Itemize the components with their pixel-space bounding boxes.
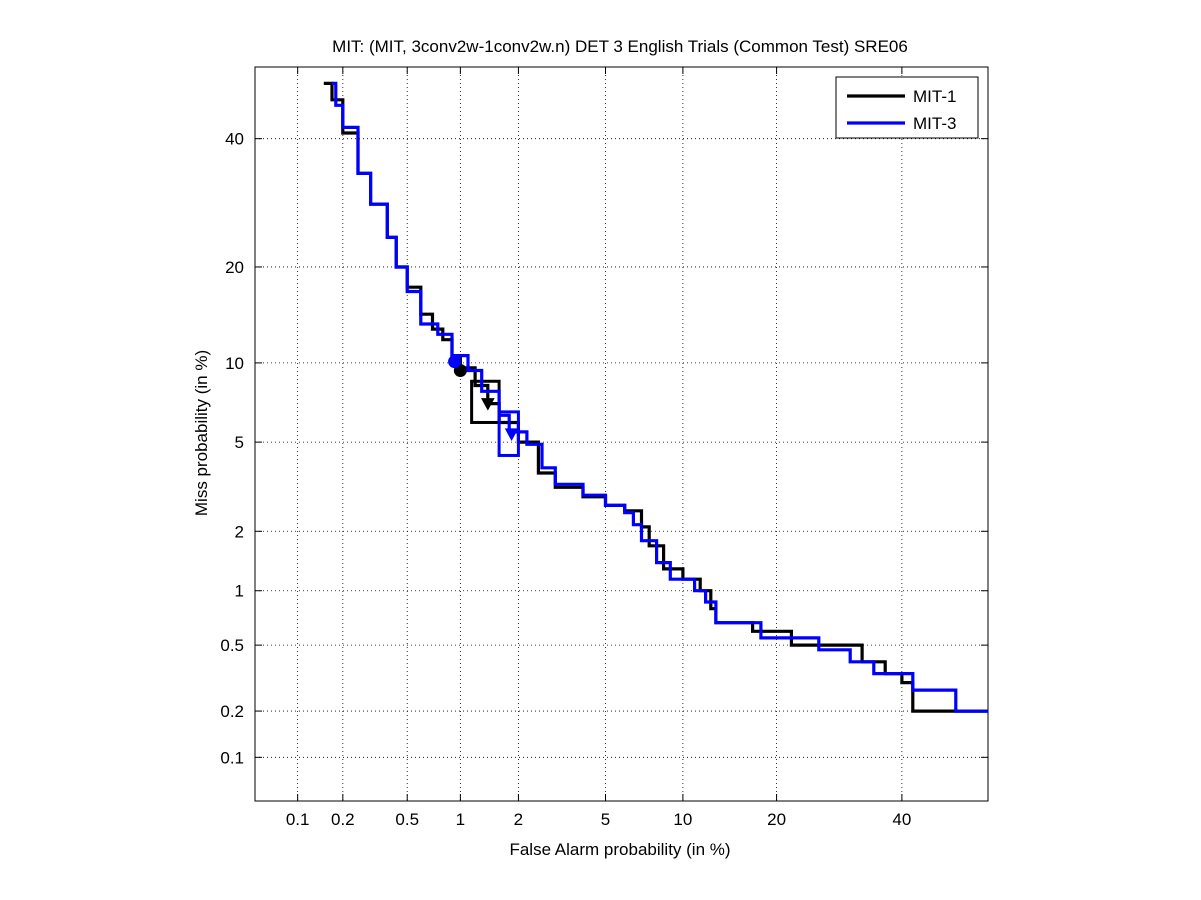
y-tick-label: 20 bbox=[225, 258, 244, 277]
y-tick-label: 0.5 bbox=[220, 636, 244, 655]
x-axis: 0.1 0.2 0.5 1 2 5 10 20 40 bbox=[286, 67, 911, 829]
x-tick-label: 40 bbox=[892, 810, 911, 829]
x-tick-label: 2 bbox=[514, 810, 523, 829]
legend: MIT-1 MIT-3 bbox=[835, 76, 979, 139]
x-tick-label: 0.2 bbox=[331, 810, 355, 829]
x-tick-label: 20 bbox=[767, 810, 786, 829]
actual-decision-marker-mit-3 bbox=[504, 428, 519, 441]
y-tick-label: 5 bbox=[235, 433, 244, 452]
legend-label-mit-1: MIT-1 bbox=[913, 87, 956, 106]
y-tick-label: 40 bbox=[225, 130, 244, 149]
chart-title: MIT: (MIT, 3conv2w-1conv2w.n) DET 3 Engl… bbox=[332, 37, 908, 56]
min-dcf-marker-mit-3 bbox=[448, 355, 462, 369]
series-line-mit-3 bbox=[332, 81, 988, 713]
y-tick-label: 2 bbox=[235, 522, 244, 541]
actual-decision-box-mit-3 bbox=[497, 410, 520, 457]
y-tick-label: 10 bbox=[225, 354, 244, 373]
legend-box bbox=[835, 76, 979, 139]
x-tick-label: 0.1 bbox=[286, 810, 310, 829]
y-axis: 0.1 0.2 0.5 1 2 5 10 20 40 bbox=[220, 130, 988, 767]
x-axis-label: False Alarm probability (in %) bbox=[509, 840, 730, 859]
x-tick-label: 0.5 bbox=[395, 810, 419, 829]
x-tick-label: 10 bbox=[673, 810, 692, 829]
plot-area-frame bbox=[254, 66, 989, 802]
x-tick-label: 5 bbox=[601, 810, 610, 829]
y-axis-label: Miss probability (in %) bbox=[192, 350, 211, 516]
legend-label-mit-3: MIT-3 bbox=[913, 114, 956, 133]
y-tick-label: 1 bbox=[235, 582, 244, 601]
y-tick-label: 0.2 bbox=[220, 702, 244, 721]
y-tick-label: 0.1 bbox=[220, 748, 244, 767]
actual-decision-marker-mit-1 bbox=[481, 398, 495, 411]
x-tick-label: 1 bbox=[456, 810, 465, 829]
series-layer bbox=[323, 81, 988, 713]
